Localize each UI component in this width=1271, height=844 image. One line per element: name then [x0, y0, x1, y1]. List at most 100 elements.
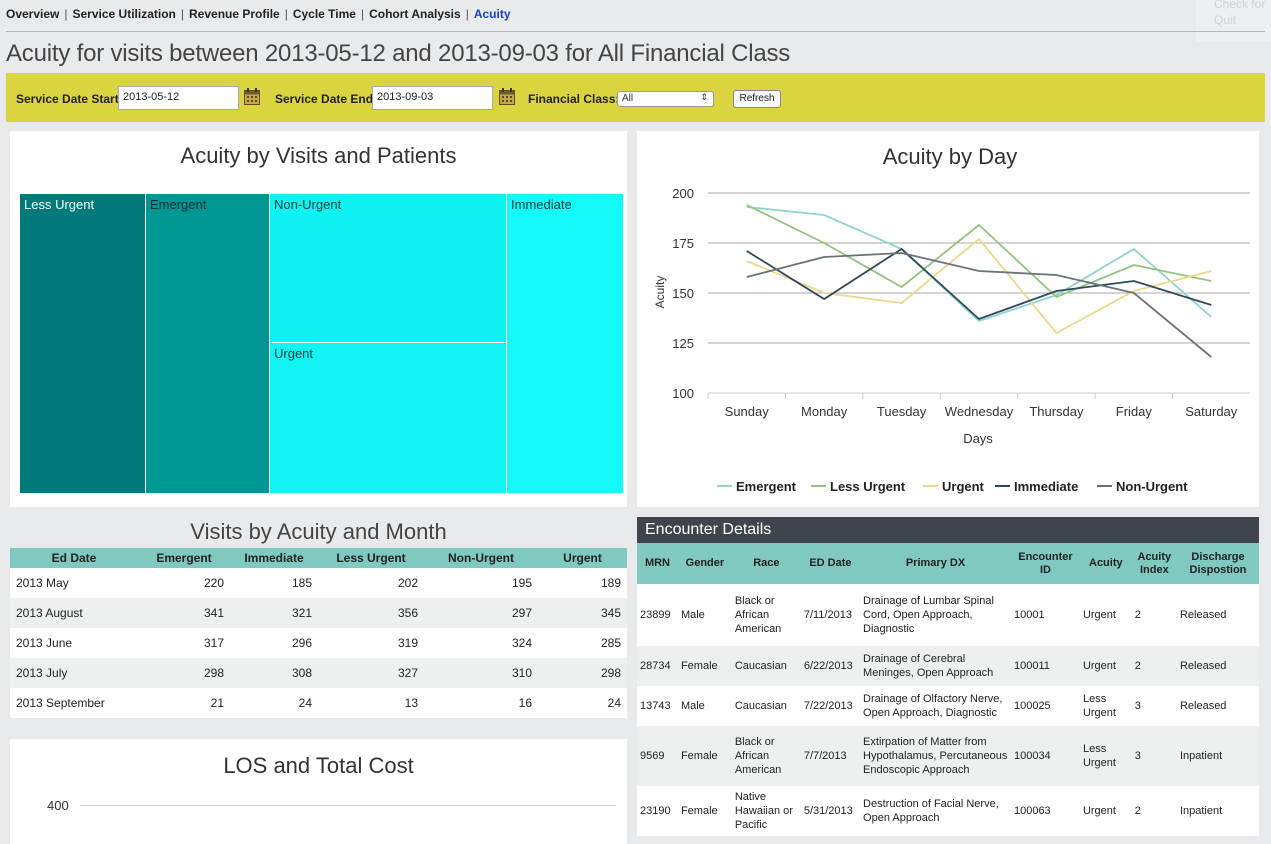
treemap-cell-emergent[interactable]: Emergent: [145, 193, 270, 494]
cell-value: 23190: [637, 786, 678, 836]
treemap-cell-immediate[interactable]: Immediate: [506, 193, 624, 494]
cell-value: 16: [424, 688, 538, 718]
table-row[interactable]: 28734 Female Caucasian 6/22/2013 Drainage of…: [637, 646, 1259, 686]
encounter-details-table: MRN Gender Race ED Date Primary DX Encounter …: [637, 543, 1259, 836]
cell-value: Released: [1176, 646, 1259, 686]
table-row[interactable]: 23899 Male Black or African American 7/11/2…: [637, 584, 1259, 646]
cell-value: Urgent: [1079, 646, 1132, 686]
cell-value: 23899: [637, 584, 678, 646]
cell-value: 21: [138, 688, 230, 718]
cell-value: Female: [677, 726, 732, 786]
calendar-icon[interactable]: [499, 88, 515, 105]
x-tick-label: Saturday: [1185, 404, 1238, 419]
cell-value: 100034: [1010, 726, 1080, 786]
column-header[interactable]: Ed Date: [10, 548, 138, 568]
cell-value: 202: [318, 568, 424, 598]
column-header[interactable]: MRN: [637, 543, 678, 584]
cell-value: Male: [677, 584, 732, 646]
table-row[interactable]: 2013 June 317 296 319 324 285: [10, 628, 627, 658]
page-title: Acuity for visits between 2013-05-12 and…: [6, 40, 791, 67]
column-header[interactable]: Emergent: [138, 548, 230, 568]
cell-value: 13743: [637, 686, 678, 726]
column-header[interactable]: Primary DX: [860, 543, 1011, 584]
y-tick-label: 200: [672, 186, 694, 201]
calendar-icon[interactable]: [244, 88, 260, 105]
cell-value: 10001: [1010, 584, 1080, 646]
nav-acuity[interactable]: Acuity: [473, 7, 511, 21]
table-row[interactable]: 2013 September 21 24 13 16 24: [10, 688, 627, 718]
treemap-cell-less-urgent[interactable]: Less Urgent: [19, 193, 146, 494]
series-line-non-urgent[interactable]: [746, 252, 1212, 358]
row-month: 2013 July: [10, 658, 138, 688]
cell-value: 317: [138, 628, 230, 658]
financial-class-value: All: [622, 93, 634, 104]
cell-value: Extirpation of Matter from Hypothalamus,…: [860, 726, 1011, 786]
legend-label[interactable]: Emergent: [736, 479, 797, 494]
column-header[interactable]: Acuity: [1079, 543, 1132, 584]
table-row[interactable]: 9569 Female Black or African American 7/7/2…: [637, 726, 1259, 786]
start-date-input[interactable]: 2013-05-12: [118, 86, 239, 110]
x-tick-label: Thursday: [1029, 404, 1084, 419]
acuity-by-day-panel: Acuity by Day 100 125 150 175 200 Sunday Mond…: [637, 131, 1259, 507]
los-y-tick: 400: [47, 798, 69, 813]
table-row[interactable]: 2013 May 220 185 202 195 189: [10, 568, 627, 598]
financial-class-select[interactable]: All ⇕: [617, 91, 714, 107]
series-line-less-urgent[interactable]: [746, 204, 1212, 299]
column-header[interactable]: Acuity Index: [1131, 543, 1177, 584]
column-header[interactable]: Less Urgent: [318, 548, 424, 568]
cell-value: Inpatient: [1176, 786, 1259, 836]
column-header[interactable]: Discharge Dispostion: [1176, 543, 1259, 584]
table-row[interactable]: 13743 Male Caucasian 7/22/2013 Drainage of O…: [637, 686, 1259, 726]
series-line-immediate[interactable]: [746, 247, 1212, 321]
x-axis-label: Days: [963, 431, 993, 446]
cell-value: 24: [230, 688, 318, 718]
column-header[interactable]: Gender: [677, 543, 732, 584]
ghost-item-quit: Quit: [1214, 13, 1237, 27]
cell-value: 327: [318, 658, 424, 688]
cell-value: Black or African American: [731, 726, 801, 786]
nav-service-utilization[interactable]: Service Utilization: [72, 7, 176, 21]
los-title: LOS and Total Cost: [223, 753, 414, 778]
column-header[interactable]: Immediate: [230, 548, 318, 568]
y-tick-label: 125: [672, 336, 694, 351]
x-tick-label: Monday: [801, 404, 848, 419]
row-month: 2013 August: [10, 598, 138, 628]
cell-value: 7/11/2013: [800, 584, 861, 646]
series-line-emergent[interactable]: [746, 206, 1212, 323]
filter-bar: Service Date Start: 2013-05-12 Service D…: [6, 73, 1265, 122]
end-date-input[interactable]: 2013-09-03: [372, 86, 493, 110]
table-row[interactable]: 2013 July 298 308 327 310 298: [10, 658, 627, 688]
cell-value: 195: [424, 568, 538, 598]
nav-cycle-time[interactable]: Cycle Time: [292, 7, 356, 21]
column-header[interactable]: Encounter ID: [1010, 543, 1080, 584]
cell-value: Released: [1176, 584, 1259, 646]
table-row[interactable]: 23190 Female Native Hawaiian or Pacific 5/3…: [637, 786, 1259, 836]
acuity-by-day-chart: Acuity by Day 100 125 150 175 200 Sunday Mond…: [653, 144, 1250, 494]
cell-value: 319: [318, 628, 424, 658]
legend-label[interactable]: Non-Urgent: [1116, 479, 1188, 494]
nav-revenue-profile[interactable]: Revenue Profile: [189, 7, 280, 21]
legend-label[interactable]: Immediate: [1014, 479, 1078, 494]
column-header[interactable]: Race: [731, 543, 801, 584]
cell-value: 356: [318, 598, 424, 628]
cell-value: 189: [538, 568, 627, 598]
nav-cohort-analysis[interactable]: Cohort Analysis: [369, 7, 461, 21]
refresh-button[interactable]: Refresh: [733, 90, 781, 108]
cell-value: Black or African American: [731, 584, 801, 646]
cell-value: 7/7/2013: [800, 726, 861, 786]
legend-label[interactable]: Urgent: [942, 479, 985, 494]
series-line-urgent[interactable]: [746, 237, 1212, 335]
column-header[interactable]: Non-Urgent: [424, 548, 538, 568]
top-nav: Overview | Service Utilization | Revenue Pro…: [0, 0, 1271, 32]
faded-overlay-menu: Check for Quit: [1196, 0, 1271, 42]
cell-value: Urgent: [1079, 584, 1132, 646]
legend-label[interactable]: Less Urgent: [830, 479, 906, 494]
nav-overview[interactable]: Overview: [6, 7, 60, 21]
treemap-cell-non-urgent[interactable]: Non-Urgent: [269, 193, 507, 343]
row-month: 2013 May: [10, 568, 138, 598]
column-header[interactable]: Urgent: [538, 548, 627, 568]
column-header[interactable]: ED Date: [800, 543, 861, 584]
treemap-cell-urgent[interactable]: Urgent: [269, 342, 507, 494]
cell-value: Native Hawaiian or Pacific: [731, 786, 801, 836]
table-row[interactable]: 2013 August 341 321 356 297 345: [10, 598, 627, 628]
